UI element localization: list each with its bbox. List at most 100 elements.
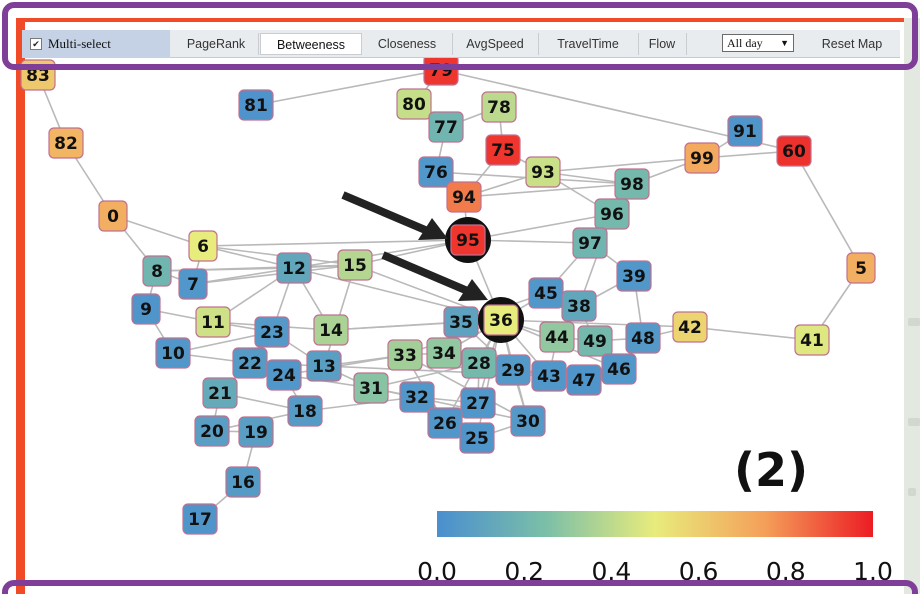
arrow-to-node-95 [341, 191, 432, 236]
node-91[interactable]: 91 [727, 115, 763, 147]
multiselect-toggle[interactable]: ✔ Multi-select [22, 30, 170, 58]
node-48[interactable]: 48 [625, 322, 661, 354]
node-31[interactable]: 31 [353, 372, 389, 404]
node-97[interactable]: 97 [572, 227, 608, 259]
node-24[interactable]: 24 [266, 359, 302, 391]
node-label: 26 [433, 414, 457, 434]
node-47[interactable]: 47 [566, 364, 602, 396]
node-12[interactable]: 12 [276, 252, 312, 284]
node-label: 43 [537, 367, 561, 387]
tab-traveltime[interactable]: TravelTime [538, 33, 639, 55]
node-17[interactable]: 17 [182, 503, 218, 535]
node-box [313, 314, 349, 346]
node-94[interactable]: 94 [446, 181, 482, 213]
node-20[interactable]: 20 [194, 415, 230, 447]
reset-map-button[interactable]: Reset Map [821, 37, 883, 51]
node-98[interactable]: 98 [614, 168, 650, 200]
node-8[interactable]: 8 [142, 255, 172, 287]
node-box [276, 252, 312, 284]
node-39[interactable]: 39 [616, 260, 652, 292]
node-99[interactable]: 99 [684, 142, 720, 174]
node-label: 21 [208, 384, 232, 404]
node-label: 6 [197, 237, 209, 257]
node-25[interactable]: 25 [459, 422, 495, 454]
node-41[interactable]: 41 [794, 324, 830, 356]
time-range-select[interactable]: All day ▼ [722, 34, 794, 52]
node-label: 10 [161, 344, 185, 364]
node-81[interactable]: 81 [238, 89, 274, 121]
node-29[interactable]: 29 [495, 354, 531, 386]
node-76[interactable]: 76 [418, 156, 454, 188]
node-46[interactable]: 46 [601, 353, 637, 385]
node-box [387, 339, 423, 371]
node-5[interactable]: 5 [846, 252, 876, 284]
node-box [601, 353, 637, 385]
node-label: 98 [620, 175, 644, 195]
node-label: 83 [26, 66, 50, 86]
node-box [418, 156, 454, 188]
node-label: 42 [678, 318, 702, 338]
node-96[interactable]: 96 [594, 198, 630, 230]
node-82[interactable]: 82 [48, 127, 84, 159]
node-box [254, 316, 290, 348]
node-label: 45 [534, 284, 558, 304]
tab-avgspeed[interactable]: AvgSpeed [452, 33, 539, 55]
node-34[interactable]: 34 [426, 337, 462, 369]
node-14[interactable]: 14 [313, 314, 349, 346]
node-0[interactable]: 0 [98, 200, 128, 232]
node-95[interactable]: 95 [445, 217, 491, 263]
node-36[interactable]: 36 [478, 297, 524, 343]
node-13[interactable]: 13 [306, 350, 342, 382]
node-18[interactable]: 18 [287, 395, 323, 427]
node-43[interactable]: 43 [531, 360, 567, 392]
node-23[interactable]: 23 [254, 316, 290, 348]
node-11[interactable]: 11 [195, 306, 231, 338]
node-49[interactable]: 49 [577, 325, 613, 357]
node-9[interactable]: 9 [131, 293, 161, 325]
tab-pagerank[interactable]: PageRank [174, 33, 259, 55]
node-box [98, 200, 128, 232]
node-box [614, 168, 650, 200]
node-box [353, 372, 389, 404]
node-label: 28 [467, 354, 491, 374]
panel-label: (2) [734, 443, 808, 497]
node-15[interactable]: 15 [337, 249, 373, 281]
node-box [481, 91, 517, 123]
edge-18-32 [304, 396, 418, 412]
node-60[interactable]: 60 [776, 135, 812, 167]
node-42[interactable]: 42 [672, 311, 708, 343]
node-35[interactable]: 35 [443, 306, 479, 338]
node-38[interactable]: 38 [561, 290, 597, 322]
multiselect-checkbox[interactable]: ✔ [30, 38, 42, 50]
node-21[interactable]: 21 [202, 377, 238, 409]
node-22[interactable]: 22 [232, 347, 268, 379]
tab-betweeness[interactable]: Betweeness [260, 33, 362, 55]
node-box [287, 395, 323, 427]
node-93[interactable]: 93 [525, 156, 561, 188]
node-6[interactable]: 6 [188, 230, 218, 262]
node-33[interactable]: 33 [387, 339, 423, 371]
node-27[interactable]: 27 [460, 387, 496, 419]
node-7[interactable]: 7 [178, 268, 208, 300]
node-30[interactable]: 30 [510, 405, 546, 437]
node-44[interactable]: 44 [539, 321, 575, 353]
tab-closeness[interactable]: Closeness [362, 33, 453, 55]
node-16[interactable]: 16 [225, 466, 261, 498]
node-19[interactable]: 19 [238, 416, 274, 448]
node-10[interactable]: 10 [155, 337, 191, 369]
node-28[interactable]: 28 [461, 347, 497, 379]
node-75[interactable]: 75 [485, 134, 521, 166]
edge-95-96 [467, 213, 613, 241]
node-26[interactable]: 26 [427, 407, 463, 439]
edge-31-28 [370, 362, 480, 389]
node-45[interactable]: 45 [528, 277, 564, 309]
node-80[interactable]: 80 [396, 88, 432, 120]
node-label: 46 [607, 360, 631, 380]
edge-42-41 [689, 326, 813, 341]
node-32[interactable]: 32 [399, 381, 435, 413]
tab-flow[interactable]: Flow [638, 33, 687, 55]
node-77[interactable]: 77 [428, 111, 464, 143]
node-78[interactable]: 78 [481, 91, 517, 123]
node-box [337, 249, 373, 281]
